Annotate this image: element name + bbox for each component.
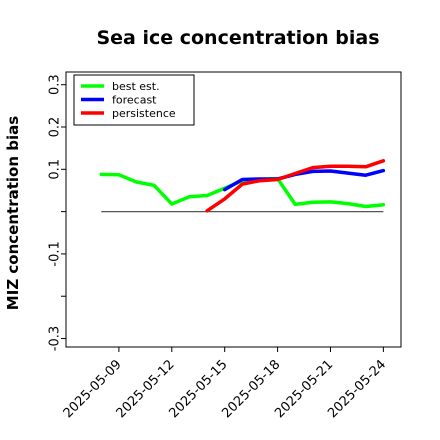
y-tick-label: 0.2 <box>48 117 63 138</box>
plot-frame <box>65 71 402 348</box>
legend-box <box>73 74 195 126</box>
y-tick-label: -0.3 <box>48 326 63 351</box>
y-axis-label: MIZ concentration bias <box>4 116 22 310</box>
series-line-forecast <box>222 168 386 192</box>
y-tick-label: 0.1 <box>48 159 63 180</box>
legend-entry-label: best est. <box>112 80 160 93</box>
chart-title: Sea ice concentration bias <box>96 27 379 49</box>
y-tick-label: -0.1 <box>48 241 63 266</box>
series-line-persistence <box>205 159 386 213</box>
y-tick-label: 0.3 <box>48 74 63 95</box>
legend-entry-label: forecast <box>112 93 157 106</box>
plot-area: -0.3-0.10.10.20.32025-05-092025-05-12202… <box>48 74 390 421</box>
legend-entry-label: persistence <box>112 107 176 120</box>
